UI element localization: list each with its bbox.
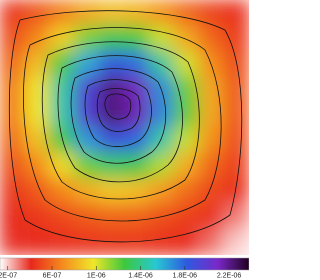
heat-cell <box>198 0 225 26</box>
heat-cell <box>74 152 101 179</box>
contour <box>41 41 200 200</box>
heat-cell <box>223 50 249 77</box>
heat-cell <box>24 101 51 128</box>
heat-cell <box>74 203 101 230</box>
heat-cell <box>198 203 225 230</box>
heat-cell <box>148 229 175 255</box>
heat-cell <box>223 25 249 52</box>
heat-cell <box>173 229 200 255</box>
heat-cell <box>99 152 125 179</box>
heat-cell <box>198 229 225 255</box>
heat-cell <box>173 76 200 103</box>
heat-cell <box>74 0 101 26</box>
heat-cell <box>24 76 51 103</box>
contour <box>8 10 243 243</box>
heat-cell <box>148 76 175 103</box>
heat-cell <box>124 127 150 154</box>
heat-cell <box>24 178 51 205</box>
heat-cell <box>99 203 125 230</box>
heat-cell <box>0 229 26 255</box>
heat-cell <box>0 178 26 205</box>
colorbar-tick-label: 1E-06 <box>87 272 106 279</box>
heat-cell <box>0 0 26 26</box>
heat-cell <box>198 50 225 77</box>
colorbar-tick-label: 2E-07 <box>0 272 17 279</box>
contour <box>70 68 167 164</box>
contours <box>8 10 243 243</box>
heat-cell <box>49 229 76 255</box>
heat-cell <box>148 127 175 154</box>
heat-cell <box>223 229 249 255</box>
heat-cell <box>24 203 51 230</box>
heat-cell <box>223 76 249 103</box>
heat-cell <box>124 178 150 205</box>
heat-cell <box>0 25 26 52</box>
heat-cell <box>173 178 200 205</box>
heat-cell <box>24 50 51 77</box>
heat-cell <box>124 50 150 77</box>
contour <box>84 79 152 147</box>
heat-cell <box>74 229 101 255</box>
colorbar <box>0 257 249 271</box>
colorbar-tick-label: 1.4E-06 <box>128 272 153 279</box>
heat-cell <box>223 152 249 179</box>
heat-cell <box>99 50 125 77</box>
contour <box>23 27 222 222</box>
colorbar-tick-label: 2.2E-06 <box>217 272 242 279</box>
heat-cell <box>198 178 225 205</box>
contour <box>96 88 141 132</box>
colorbar-tick-label: 6E-07 <box>43 272 62 279</box>
heatmap-cells <box>0 0 249 255</box>
heat-cell <box>148 178 175 205</box>
heat-cell <box>0 76 26 103</box>
heat-cell <box>173 101 200 128</box>
heat-cell <box>173 152 200 179</box>
heatmap <box>0 0 249 255</box>
heat-cell <box>49 25 76 52</box>
heat-cell <box>173 0 200 26</box>
heat-cell <box>173 203 200 230</box>
heat-cell <box>198 76 225 103</box>
heat-cell <box>173 25 200 52</box>
heat-cell <box>99 25 125 52</box>
heat-cell <box>24 0 51 26</box>
heat-cell <box>0 101 26 128</box>
heat-cell <box>124 229 150 255</box>
heat-cell <box>99 101 125 128</box>
colorbar-tick-label: 1.8E-06 <box>173 272 198 279</box>
heat-cell <box>198 25 225 52</box>
contour <box>104 93 132 120</box>
heat-cell <box>0 203 26 230</box>
heat-cell <box>49 203 76 230</box>
heat-cell <box>99 0 125 26</box>
heat-cell <box>148 25 175 52</box>
heat-cell <box>124 152 150 179</box>
colorbar-ticks: 2E-07 6E-07 1E-06 1.4E-06 1.8E-06 2.2E-06 <box>0 266 241 279</box>
heat-cell <box>74 101 101 128</box>
heat-cell <box>74 127 101 154</box>
contour <box>57 55 183 183</box>
heat-cell <box>223 127 249 154</box>
heat-cell <box>0 127 26 154</box>
heat-cell <box>24 229 51 255</box>
heat-cell <box>223 101 249 128</box>
heat-cell <box>223 0 249 26</box>
heat-cell <box>198 152 225 179</box>
heat-cell <box>148 101 175 128</box>
chart: 2E-07 6E-07 1E-06 1.4E-06 1.8E-06 2.2E-06 <box>0 0 249 279</box>
heat-cell <box>24 152 51 179</box>
heat-cell <box>148 50 175 77</box>
heat-cell <box>223 178 249 205</box>
heat-cell <box>49 127 76 154</box>
heat-cell <box>124 0 150 26</box>
heat-cell <box>173 50 200 77</box>
heat-cell <box>99 178 125 205</box>
heat-cell <box>124 203 150 230</box>
